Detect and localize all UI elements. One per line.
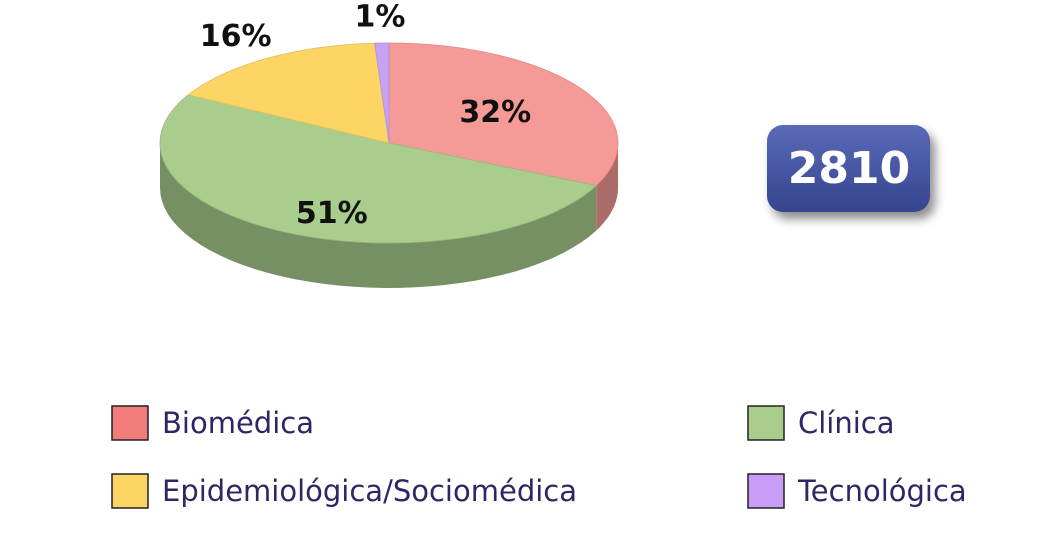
value-label: 51% — [296, 196, 368, 231]
total-value: 2810 — [788, 143, 910, 194]
slice — [187, 42, 390, 144]
slice — [374, 42, 390, 144]
legend-swatch — [747, 473, 785, 509]
legend-label: Tecnológica — [797, 474, 967, 508]
total-badge — [767, 125, 930, 212]
pie: 32% 51% 16% 1% — [159, 0, 619, 288]
legend-swatch — [747, 405, 785, 441]
value-label: 1% — [355, 0, 406, 35]
value-label: 16% — [200, 19, 272, 54]
value-label: 32% — [459, 95, 531, 130]
legend: Biomédica Clínica Epidemiológica/Sociomédi… — [111, 405, 967, 509]
legend-label: Epidemiológica/Sociomédica — [162, 474, 577, 508]
legend-swatch — [111, 405, 149, 441]
legend-label: Biomédica — [162, 406, 314, 440]
slice — [159, 94, 598, 244]
slice-side — [160, 143, 597, 288]
legend-label: Clínica — [798, 406, 895, 440]
legend-swatch — [111, 473, 149, 509]
slice — [388, 42, 619, 187]
